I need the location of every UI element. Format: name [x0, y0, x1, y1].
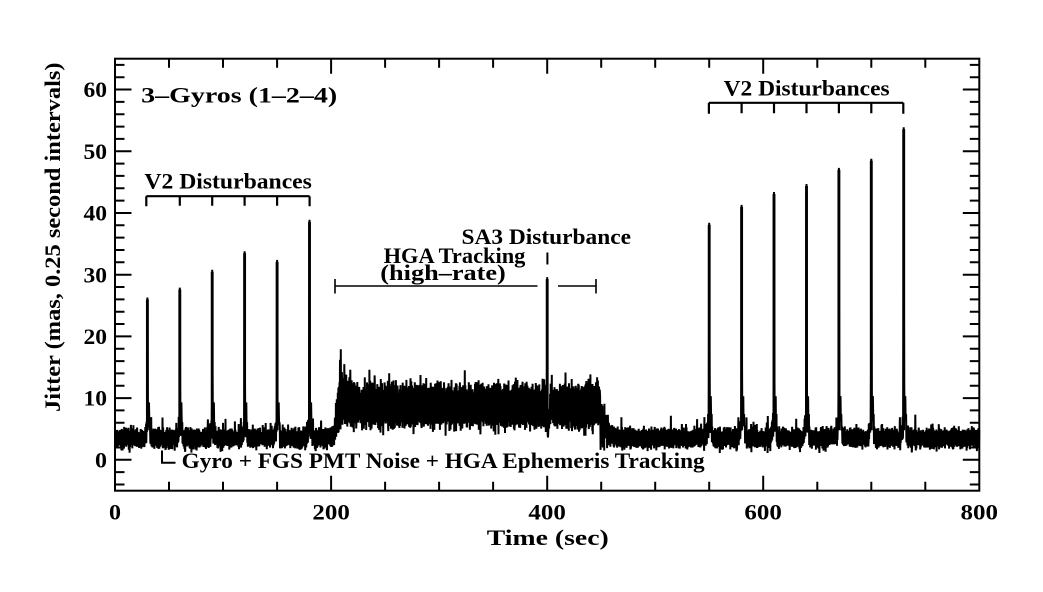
svg-text:600: 600 — [744, 500, 782, 525]
svg-text:20: 20 — [84, 324, 108, 349]
svg-text:(high–rate): (high–rate) — [380, 260, 506, 285]
svg-text:30: 30 — [84, 262, 108, 287]
svg-text:3–Gyros (1–2–4): 3–Gyros (1–2–4) — [141, 83, 337, 108]
svg-text:50: 50 — [84, 139, 108, 164]
svg-text:60: 60 — [84, 77, 108, 102]
svg-text:10: 10 — [84, 386, 108, 411]
svg-text:40: 40 — [84, 201, 108, 226]
svg-text:800: 800 — [961, 500, 999, 525]
svg-text:0: 0 — [109, 500, 121, 525]
svg-text:SA3 Disturbance: SA3 Disturbance — [462, 224, 632, 249]
svg-text:Jitter (mas, 0.25 second inter: Jitter (mas, 0.25 second intervals) — [40, 63, 65, 413]
svg-text:HGA Tracking: HGA Tracking — [384, 243, 526, 268]
svg-text:V2 Disturbances: V2 Disturbances — [724, 76, 890, 101]
svg-text:0: 0 — [95, 447, 107, 472]
svg-text:Time (sec): Time (sec) — [487, 525, 609, 550]
svg-text:400: 400 — [528, 500, 566, 525]
svg-text:200: 200 — [312, 500, 350, 525]
svg-text:Gyro + FGS PMT Noise + HGA Eph: Gyro + FGS PMT Noise + HGA Ephemeris Tra… — [182, 448, 705, 473]
svg-text:V2 Disturbances: V2 Disturbances — [144, 168, 312, 193]
